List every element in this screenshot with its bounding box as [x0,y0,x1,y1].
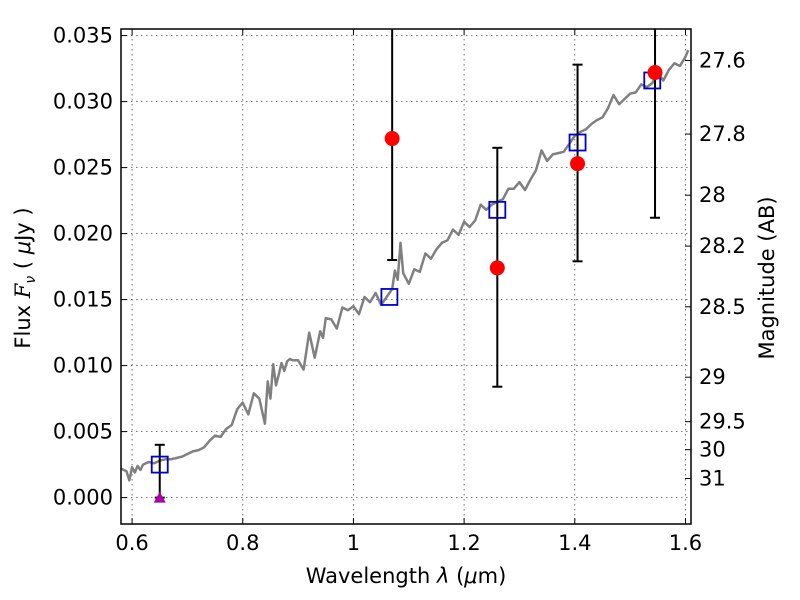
x-axis-label: Wavelength λ (μm) [306,564,507,588]
model-spectrum-line [120,49,690,482]
photometry-point [489,260,505,276]
y-tick-label: 0.035 [53,24,113,48]
y2-tick-label: 27.6 [699,49,746,73]
upper-limit-marker [153,491,166,503]
y-tick-label: 0.030 [53,90,113,114]
model-photometry-square [150,455,169,474]
model-photometry-square [568,133,587,152]
y-tick-label: 0.025 [53,156,113,180]
y-tick-label: 0.005 [53,420,113,444]
y2-tick-label: 27.8 [699,122,746,146]
y-axis-label: Flux Fν ( μJy ) [11,207,39,348]
x-axis: 0.6 0.8 1 1.2 1.4 1.6 [115,29,702,555]
x-tick-label: 1.6 [669,531,702,555]
y2-tick-label: 30 [699,438,726,462]
x-tick-label: 1.2 [447,531,480,555]
data-points [150,65,663,503]
photometry-point [647,65,663,81]
photometry-point [570,156,586,172]
y-tick-label: 0.010 [53,354,113,378]
x-tick-label: 1.4 [558,531,591,555]
y-axis-flux: 0.000 0.005 0.010 0.015 0.020 0.025 0.030 0.035 [53,24,127,510]
y2-tick-label: 28 [699,183,726,207]
model-photometry-square [380,288,399,306]
plot-frame [120,28,692,525]
x-tick-label: 0.8 [226,531,259,555]
y2-tick-label: 28.5 [699,295,746,319]
y2-tick-label: 28.2 [699,234,746,258]
x-tick-label: 1 [347,531,360,555]
y2-tick-label: 29 [699,365,726,389]
grid [121,29,691,524]
y-tick-label: 0.015 [53,288,113,312]
y2-tick-label: 29.5 [699,410,746,434]
x-tick-label: 0.6 [115,531,148,555]
y-axis-magnitude: 27.6 27.8 28 28.2 28.5 29 29.5 30 31 [685,49,746,491]
photometry-point [384,131,400,147]
model-photometry-square [488,200,507,219]
y2-axis-label: Magnitude (AB) [755,196,779,359]
model-spectrum [120,49,690,482]
y-tick-label: 0.020 [53,222,113,246]
y2-tick-label: 31 [699,467,726,491]
y-tick-label: 0.000 [53,486,113,510]
